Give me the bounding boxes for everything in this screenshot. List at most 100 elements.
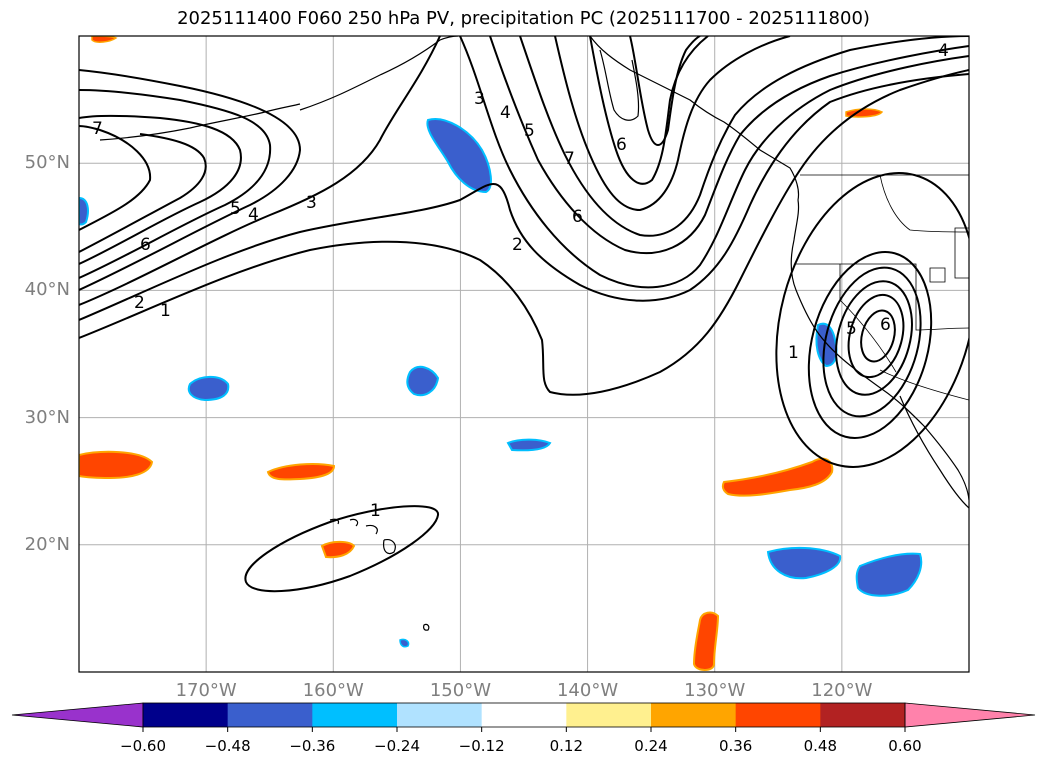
colorbar-tick-label: 0.24	[634, 737, 668, 755]
pv-contour-labels: 7 6 5 4 3 2 1 3 4 5 7 6 6 2 4 1 5 6 1	[92, 41, 949, 521]
colorbar	[11, 702, 1036, 732]
colorbar-segment	[651, 703, 737, 727]
lon-tick-label: 130°W	[684, 680, 746, 701]
pv-label: 6	[572, 207, 583, 227]
pv-contour-5	[79, 89, 272, 279]
precip-negative-patch	[399, 638, 410, 648]
pv-label: 3	[306, 193, 317, 213]
southeast-alaska-coast	[599, 49, 640, 121]
colorbar-tick-label: −0.36	[289, 737, 336, 755]
precip-negative-patch	[79, 196, 89, 226]
pv-closed-low-2	[807, 251, 933, 439]
lat-tick-label: 50°N	[24, 152, 70, 174]
pv-contour-trough-6b	[629, 36, 701, 146]
pv-contour-trough-6	[554, 36, 791, 212]
pv-contour-2	[79, 73, 969, 321]
pv-closed-low-4	[835, 280, 913, 396]
coastlines	[99, 36, 969, 631]
colorbar-tick-label: 0.48	[803, 737, 838, 755]
pv-label: 4	[500, 103, 511, 123]
colorbar-extend-low	[11, 702, 144, 728]
pv-label: 7	[92, 119, 103, 139]
precip-negative-patch	[506, 438, 552, 452]
lat-tick-label: 30°N	[24, 406, 70, 428]
precip-negative-patch	[855, 552, 923, 597]
precip-negative-patch	[426, 118, 492, 194]
pv-closed-hawaii-1	[244, 505, 439, 593]
colorbar-segment	[481, 703, 567, 727]
precip-positive-patch	[79, 450, 154, 480]
colorbar-segment	[143, 703, 229, 727]
colorbar-extend-high	[904, 702, 1036, 728]
west-coast-na	[790, 199, 969, 501]
pv-contour-8	[79, 133, 207, 253]
pv-label: 3	[474, 89, 485, 109]
pv-label: 6	[880, 315, 891, 335]
colorbar-outline	[142, 702, 906, 728]
precip-positive-patch	[320, 540, 356, 559]
pv-contour-trough-3	[459, 36, 969, 289]
map-frame	[78, 35, 970, 673]
pv-contour-7	[79, 125, 152, 231]
pv-label: 4	[248, 205, 259, 225]
precip-negative-patch	[815, 322, 838, 368]
lat-tick-label: 20°N	[24, 533, 70, 555]
gulf-of-alaska-coast	[589, 36, 800, 201]
precip-negative-patch	[766, 546, 842, 580]
lon-tick-label: 120°W	[811, 680, 873, 701]
colorbar-segment	[312, 703, 398, 727]
colorbar-segment	[820, 703, 906, 727]
lon-tick-label: 150°W	[429, 680, 491, 701]
lon-tick-label: 160°W	[302, 680, 364, 701]
pv-closed-low-5	[847, 293, 905, 379]
pv-contour-6	[79, 114, 242, 265]
aleutian-islands	[99, 103, 301, 141]
pv-label: 7	[564, 149, 575, 169]
colorbar-tick-label: 0.12	[549, 737, 584, 755]
pv-closed-low-1	[775, 172, 969, 468]
pv-contours	[79, 36, 969, 593]
pv-label: 6	[616, 135, 627, 155]
pv-contour-1	[79, 69, 969, 396]
pv-contour-trough-4	[489, 36, 969, 255]
alaska-coast	[299, 36, 459, 111]
lon-tick-label: 170°W	[175, 680, 237, 701]
pv-contour-4	[79, 69, 302, 291]
precip-positive-patch	[266, 463, 336, 481]
colorbar-tick-label: −0.48	[204, 737, 251, 755]
pv-label: 1	[160, 301, 171, 321]
pv-label: 5	[846, 319, 857, 339]
pv-label: 2	[134, 293, 145, 313]
lon-tick-label: 140°W	[556, 680, 619, 701]
pv-label: 5	[230, 199, 241, 219]
colorbar-tick-label: −0.60	[120, 737, 166, 755]
pv-label: 6	[140, 235, 151, 255]
colorbar-segment	[735, 703, 821, 727]
precip-negative-patch	[406, 365, 440, 397]
colorbar-tick-label: 0.36	[718, 737, 753, 755]
pv-label: 1	[788, 343, 799, 363]
colorbar-segment	[227, 703, 313, 727]
colorbar-tick-label: 0.60	[888, 737, 922, 755]
precip-patches	[79, 36, 923, 671]
lat-tick-label: 40°N	[24, 279, 70, 301]
small-island	[423, 623, 430, 631]
map-title: 2025111400 F060 250 hPa PV, precipitatio…	[177, 8, 870, 29]
pv-closed-low-6	[860, 309, 896, 363]
pv-contour-3	[79, 36, 441, 306]
pv-label: 4	[938, 41, 949, 61]
precip-negative-patch	[187, 375, 230, 402]
colorbar-segment	[566, 703, 652, 727]
precip-positive-patch	[692, 611, 720, 671]
colorbar-tick-label: −0.12	[458, 737, 505, 755]
colorbar-tick-label: −0.24	[374, 737, 420, 755]
colorbar-segment	[397, 703, 483, 727]
pv-contour-trough-5	[519, 36, 969, 237]
pv-closed-low-3	[822, 266, 922, 418]
precip-positive-patch	[721, 457, 834, 497]
gridlines	[79, 36, 969, 672]
baja-coast	[899, 395, 969, 509]
pv-label: 5	[524, 121, 535, 141]
pv-label: 2	[512, 235, 523, 255]
